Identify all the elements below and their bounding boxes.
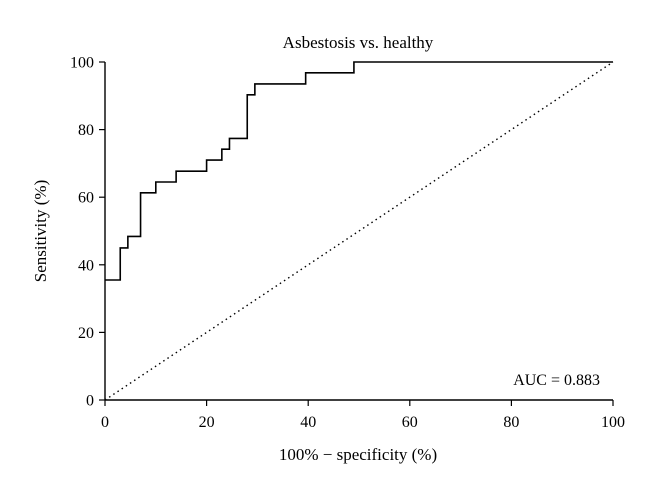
x-tick-label: 40 xyxy=(300,414,316,431)
x-axis-title: 100% − specificity (%) xyxy=(279,445,437,464)
reference-diagonal-line xyxy=(104,61,614,401)
y-tick-label: 80 xyxy=(78,122,94,139)
y-tick-label: 40 xyxy=(78,257,94,274)
roc-curve xyxy=(105,61,613,281)
auc-annotation: AUC = 0.883 xyxy=(513,372,600,389)
x-tick-label: 20 xyxy=(199,414,215,431)
x-tick-label: 80 xyxy=(503,414,519,431)
y-tick-label: 60 xyxy=(78,190,94,207)
y-tick-label: 100 xyxy=(70,55,94,72)
x-tick-label: 60 xyxy=(402,414,418,431)
x-tick-label: 0 xyxy=(101,414,109,431)
y-tick-label: 20 xyxy=(78,325,94,342)
plot-area: 0 20 40 60 80 100 0 20 40 60 80 100 xyxy=(70,55,625,432)
chart-title: Asbestosis vs. healthy xyxy=(283,33,434,52)
y-axis-title: Sensitivity (%) xyxy=(31,180,50,282)
x-tick-label: 100 xyxy=(601,414,625,431)
y-tick-label: 0 xyxy=(86,393,94,410)
